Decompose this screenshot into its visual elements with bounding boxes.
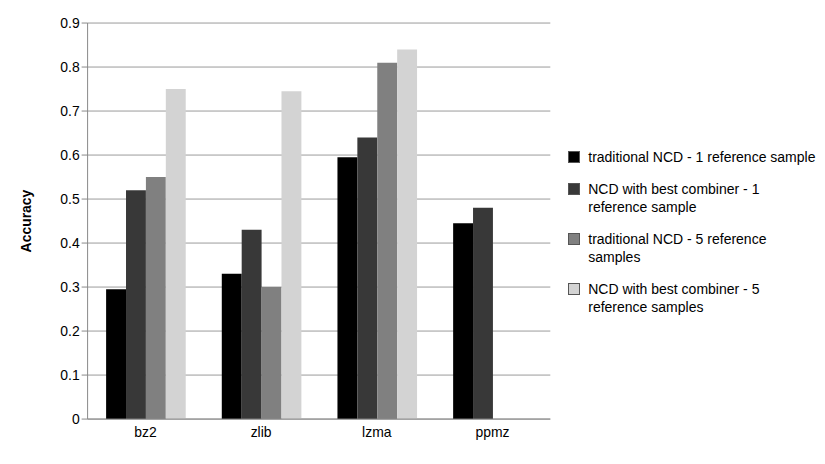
svg-text:0.4: 0.4	[60, 235, 80, 251]
svg-text:0.8: 0.8	[60, 59, 80, 75]
svg-text:lzma: lzma	[362, 424, 392, 440]
svg-text:0.9: 0.9	[60, 15, 80, 31]
svg-text:0.5: 0.5	[60, 191, 80, 207]
html-text:NCD with best combiner - 5 ref: NCD with best combiner - 5 reference sam…	[588, 281, 760, 315]
html-text:traditional NCD - 5 reference: traditional NCD - 5 reference samples	[588, 231, 767, 265]
svg-text:0.2: 0.2	[60, 323, 80, 339]
svg-text:0.6: 0.6	[60, 147, 80, 163]
svg-text:Accuracy: Accuracy	[18, 189, 34, 252]
svg-text:0: 0	[72, 411, 80, 427]
svg-text:zlib: zlib	[251, 424, 272, 440]
svg-text:0.7: 0.7	[60, 103, 80, 119]
svg-text:0.1: 0.1	[60, 367, 80, 383]
html-text:NCD with best combiner - 1 ref: NCD with best combiner - 1 reference sam…	[588, 181, 760, 215]
svg-text:bz2: bz2	[134, 424, 157, 440]
svg-text:ppmz: ppmz	[475, 424, 509, 440]
svg-text:0.3: 0.3	[60, 279, 80, 295]
html-text:traditional NCD - 1 reference: traditional NCD - 1 reference sample	[588, 149, 816, 165]
